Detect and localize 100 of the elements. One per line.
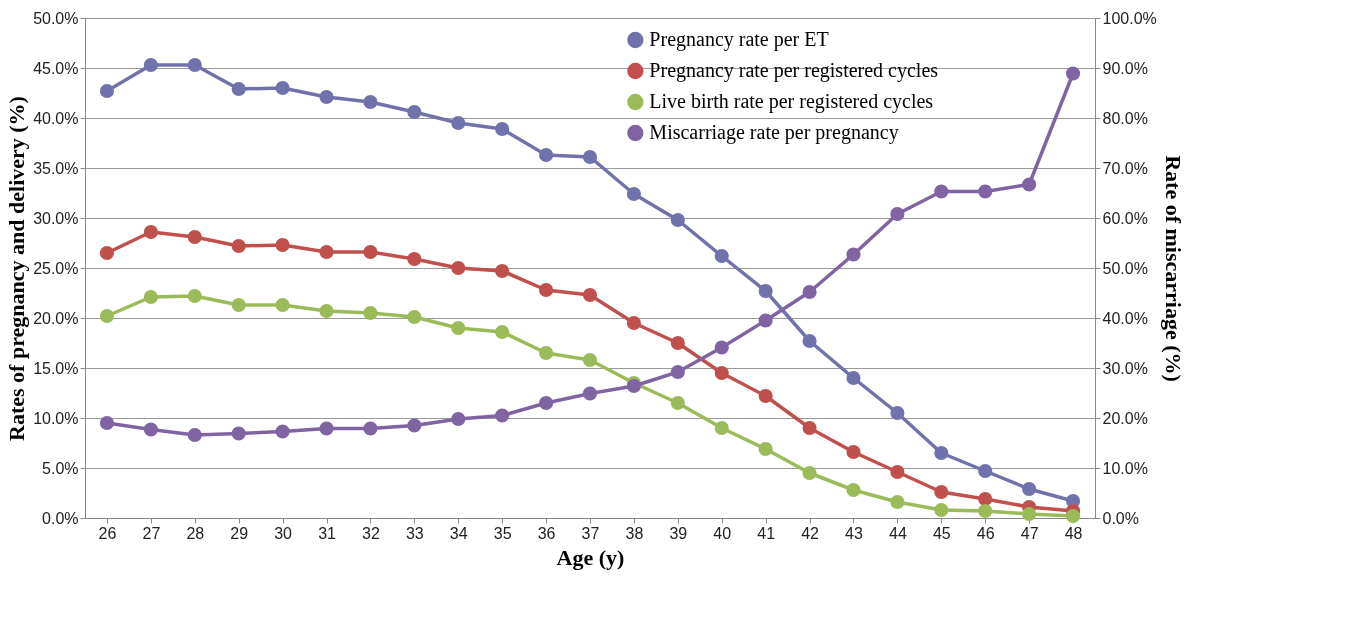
x-tick-label: 35 <box>493 524 512 542</box>
point <box>363 94 378 110</box>
point <box>451 260 466 276</box>
x-tick-label: 28 <box>186 524 205 542</box>
point <box>187 57 202 73</box>
y-tick-label: 40.0% <box>33 109 79 127</box>
point <box>319 89 334 105</box>
point <box>231 238 246 254</box>
x-tick-label: 42 <box>801 524 820 542</box>
point <box>363 421 378 436</box>
x-tick-label: 37 <box>581 524 600 542</box>
point <box>714 420 729 436</box>
y-tick-label: 45.0% <box>33 59 79 77</box>
x-tick-label: 43 <box>845 524 863 542</box>
y2-tick-label: 20.0% <box>1102 409 1148 427</box>
point <box>143 57 158 73</box>
point <box>890 464 905 480</box>
legend-label: Miscarriage rate per pregnancy <box>649 121 899 144</box>
point <box>539 345 554 361</box>
point <box>714 340 729 355</box>
x-tick-label: 48 <box>1064 524 1083 542</box>
x-tick-label: 30 <box>274 524 293 542</box>
y2-tick-label: 90.0% <box>1102 59 1148 77</box>
point <box>670 364 685 380</box>
point <box>275 297 290 313</box>
x-tick-label: 36 <box>537 524 556 542</box>
point <box>495 408 510 423</box>
point <box>231 297 246 313</box>
x-tick-label: 27 <box>142 524 161 542</box>
y-tick-label: 25.0% <box>33 259 79 277</box>
point <box>1022 177 1037 192</box>
point <box>758 441 773 457</box>
y-tick-label: 30.0% <box>33 209 79 227</box>
y-axis-title: Rates of pregnancy and delivery (%) <box>4 96 30 441</box>
point <box>978 503 993 519</box>
y2-tick-label: 30.0% <box>1102 359 1148 377</box>
point <box>143 224 158 240</box>
y2-axis-title: Rate of miscarriage (%) <box>1160 155 1186 382</box>
point <box>275 424 290 439</box>
x-tick-label: 45 <box>932 524 951 542</box>
y-tick-label: 10.0% <box>33 409 79 427</box>
point <box>890 494 905 510</box>
point <box>670 212 685 228</box>
point <box>495 324 510 340</box>
y2-tick-label: 50.0% <box>1102 259 1148 277</box>
point <box>934 184 949 199</box>
point <box>714 248 729 264</box>
point <box>539 147 554 163</box>
point <box>407 251 422 267</box>
point <box>802 333 817 349</box>
point <box>582 287 598 303</box>
x-axis-title: Age (y) <box>556 544 625 570</box>
y-tick-label: 20.0% <box>33 309 79 327</box>
x-tick-label: 40 <box>713 524 732 542</box>
point <box>495 263 510 279</box>
point <box>802 420 817 436</box>
point <box>846 444 861 460</box>
point <box>451 115 466 131</box>
point <box>802 465 817 481</box>
point <box>319 421 334 436</box>
point <box>143 289 158 305</box>
y2-tick-label: 70.0% <box>1102 159 1148 177</box>
point <box>846 482 861 498</box>
point <box>319 244 334 260</box>
legend-label: Pregnancy rate per registered cycles <box>649 59 939 82</box>
point <box>978 184 993 199</box>
x-tick-label: 41 <box>757 524 776 542</box>
point <box>846 247 861 262</box>
point <box>934 502 949 518</box>
point <box>99 308 115 324</box>
x-tick-label: 46 <box>976 524 995 542</box>
point <box>495 121 510 137</box>
point <box>319 303 334 319</box>
y2-tick-label: 60.0% <box>1102 209 1148 227</box>
point <box>670 335 685 351</box>
point <box>802 284 817 300</box>
y2-tick-label: 80.0% <box>1102 109 1148 127</box>
point <box>187 427 202 443</box>
point <box>934 445 949 461</box>
point <box>758 283 773 299</box>
point <box>99 83 115 99</box>
point <box>99 245 115 261</box>
point <box>99 415 115 431</box>
point <box>539 282 554 298</box>
point <box>1022 506 1037 522</box>
point <box>1065 66 1081 81</box>
point <box>451 411 466 427</box>
point <box>231 81 246 97</box>
point <box>758 313 773 328</box>
point <box>978 463 993 479</box>
point <box>275 80 290 96</box>
point <box>407 309 422 325</box>
point <box>670 395 685 411</box>
point <box>363 244 378 260</box>
y2-tick-label: 40.0% <box>1102 309 1148 327</box>
point <box>1022 481 1037 497</box>
point <box>582 386 598 401</box>
y2-tick-label: 10.0% <box>1102 459 1148 477</box>
point <box>231 426 246 441</box>
point <box>363 305 378 321</box>
